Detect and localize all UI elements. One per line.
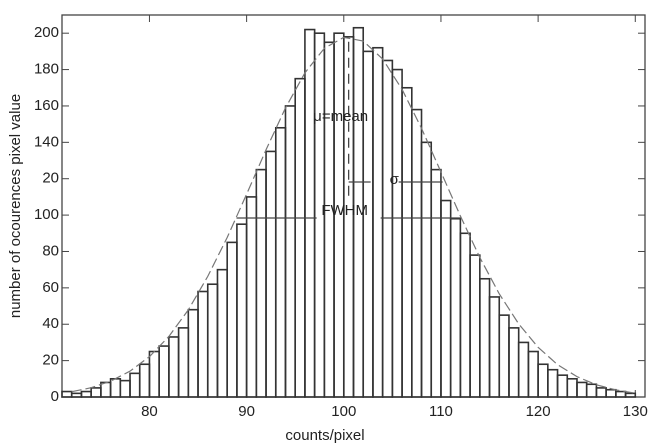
histogram-bar — [469, 254, 481, 398]
histogram-bar — [430, 168, 442, 398]
y-tick-label: 180 — [34, 61, 59, 78]
histogram-bar — [624, 392, 637, 398]
x-axis-label: counts/pixel — [285, 427, 364, 444]
fwhm-label: FWHM — [321, 202, 368, 219]
histogram-bar — [177, 327, 190, 398]
histogram-bar — [109, 378, 122, 398]
histogram-bar — [372, 46, 384, 398]
histogram-bar — [595, 387, 607, 398]
fit-curve — [71, 36, 636, 394]
histogram-bar — [129, 372, 141, 398]
histogram-bar — [449, 217, 462, 398]
histogram-bar — [197, 290, 209, 398]
x-tick-label: 90 — [238, 403, 255, 420]
histogram-bar — [168, 336, 180, 398]
histogram-bar — [605, 388, 617, 398]
histogram-bar — [488, 296, 501, 398]
sigma-label: σ — [390, 171, 400, 188]
histogram-bar — [381, 59, 394, 398]
histogram-bar — [100, 381, 112, 398]
histogram-bar — [226, 241, 238, 398]
y-tick-label: 140 — [34, 133, 59, 150]
histogram-bar — [362, 50, 374, 398]
histogram-bar — [304, 28, 316, 398]
histogram-bar — [498, 314, 510, 398]
histogram-bar — [615, 390, 627, 398]
histogram-bar — [138, 363, 151, 398]
histogram-bar — [284, 105, 297, 398]
histogram-bar — [576, 381, 588, 398]
histogram-bar — [537, 363, 549, 398]
histogram-bar — [401, 86, 413, 398]
histogram-bar — [479, 277, 491, 398]
histogram-bar — [206, 283, 219, 398]
histogram-bar — [255, 168, 267, 398]
x-tick-label: 100 — [331, 403, 356, 420]
histogram-bar — [585, 383, 598, 398]
histogram-bar — [547, 368, 559, 398]
histogram-bar — [265, 150, 277, 398]
histogram-bar — [148, 350, 160, 398]
histogram-bar — [556, 374, 569, 398]
histogram-bar — [245, 196, 258, 398]
histogram-bar — [70, 392, 83, 398]
y-axis-label: number of ocourences pixel value — [7, 94, 24, 318]
histogram-bar — [440, 199, 452, 398]
histogram-bar — [294, 77, 306, 398]
histogram-bar — [527, 350, 539, 398]
histogram-bar — [90, 387, 102, 398]
y-tick-label: 20 — [42, 170, 59, 187]
y-tick-label: 20 — [42, 352, 59, 369]
histogram-bar — [187, 308, 199, 398]
y-tick-label: 80 — [42, 242, 59, 259]
histogram-bar — [459, 232, 471, 398]
histogram-bar — [566, 378, 578, 398]
x-tick-label: 110 — [429, 403, 453, 420]
histogram-bar — [216, 268, 228, 398]
x-tick-label: 130 — [623, 403, 648, 420]
y-tick-label: 0 — [51, 388, 59, 405]
histogram-bar — [517, 341, 530, 398]
x-tick-label: 80 — [141, 403, 158, 420]
y-tick-label: 160 — [34, 97, 59, 114]
histogram-bar — [508, 327, 520, 398]
histogram-bar — [80, 390, 92, 398]
histogram-bar — [61, 390, 73, 398]
y-tick-label: 100 — [34, 206, 59, 223]
y-tick-label: 40 — [42, 315, 59, 332]
x-tick-label: 120 — [526, 403, 551, 420]
histogram-bar — [119, 379, 131, 398]
mean-label: μ=mean — [313, 108, 368, 125]
histogram-bar — [158, 345, 170, 398]
histogram-bar — [391, 68, 403, 398]
histogram-bar — [236, 223, 248, 398]
histogram-bar — [323, 41, 335, 398]
histogram-bar — [420, 141, 433, 398]
y-tick-label: 200 — [34, 24, 59, 41]
y-tick-label: 60 — [42, 279, 59, 296]
histogram-bar — [410, 108, 423, 398]
histogram-bar — [274, 126, 287, 398]
